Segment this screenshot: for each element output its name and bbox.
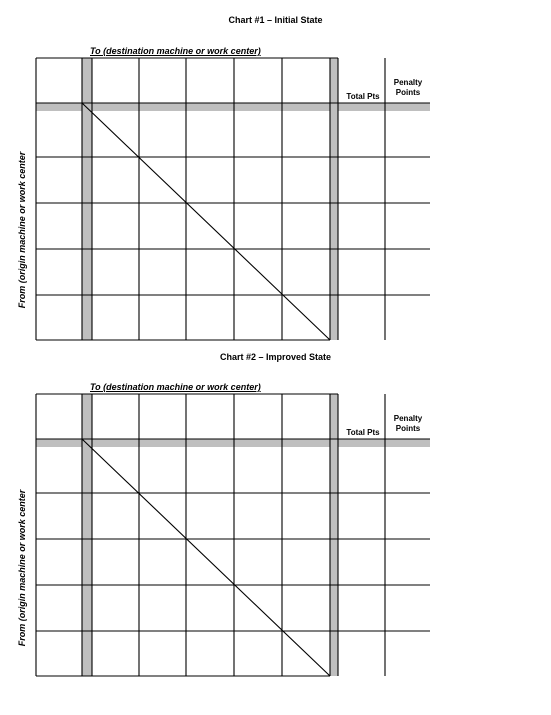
chart-1-penalty-line1: Penalty xyxy=(393,78,423,87)
chart-2-penalty-points-header: Penalty Points xyxy=(386,414,430,434)
chart-1-shade-totals xyxy=(330,58,338,340)
chart-2-shade-row xyxy=(36,439,430,447)
chart-2-penalty-line1: Penalty xyxy=(393,414,423,423)
chart-1-to-label: To (destination machine or work center) xyxy=(90,46,261,56)
chart-1-title: Chart #1 – Initial State xyxy=(228,15,323,25)
chart-2-penalty-line2: Points xyxy=(395,424,421,433)
chart-2-to-label: To (destination machine or work center) xyxy=(90,382,261,392)
chart-2-grid xyxy=(35,393,430,677)
chart-2-shade-totals xyxy=(330,394,338,676)
chart-1-penalty-line2: Points xyxy=(395,88,421,97)
chart-2-shade-col xyxy=(82,394,92,676)
chart-1-shade-row xyxy=(36,103,430,111)
chart-1-penalty-points-header: Penalty Points xyxy=(386,78,430,98)
chart-2-title: Chart #2 – Improved State xyxy=(219,352,332,362)
chart-2-total-pts-header: Total Pts xyxy=(346,428,380,437)
chart-1-total-pts-header: Total Pts xyxy=(346,92,380,101)
chart-1-grid xyxy=(35,57,430,341)
chart-1-shade-col xyxy=(82,58,92,340)
